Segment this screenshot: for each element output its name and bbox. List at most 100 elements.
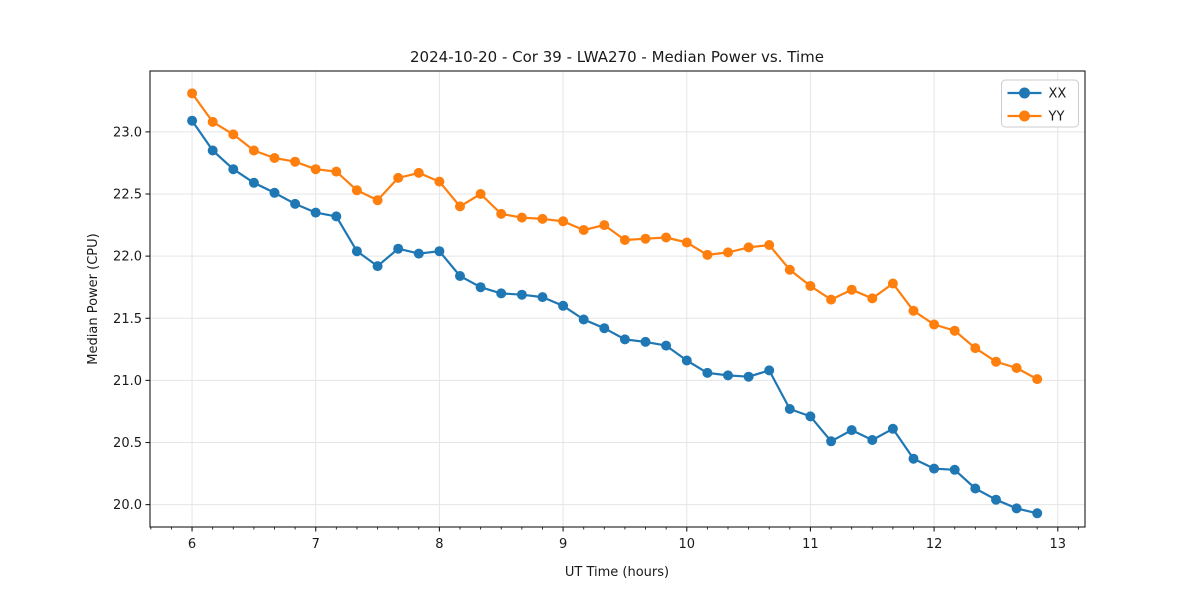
data-point-yy xyxy=(228,129,239,140)
gridlines xyxy=(150,71,1085,527)
data-point-xx xyxy=(537,292,548,303)
data-point-xx xyxy=(949,464,960,475)
data-point-xx xyxy=(887,423,898,434)
data-point-xx xyxy=(413,248,424,259)
data-point-xx xyxy=(228,164,239,175)
data-point-xx xyxy=(351,246,362,257)
x-tick-label: 10 xyxy=(678,537,695,552)
data-point-yy xyxy=(269,153,280,163)
y-tick-label: 22.5 xyxy=(113,188,142,203)
series-line-xx xyxy=(191,120,1038,515)
data-point-yy xyxy=(743,242,754,253)
data-point-yy xyxy=(784,264,795,275)
data-point-xx xyxy=(475,282,486,293)
data-point-yy xyxy=(475,189,486,199)
data-point-xx xyxy=(496,288,507,299)
x-tick-label: 8 xyxy=(435,537,443,552)
chart-title: 2024-10-20 - Cor 39 - LWA270 - Median Po… xyxy=(410,48,824,66)
data-point-yy xyxy=(558,216,569,227)
y-tick-label: 20.5 xyxy=(113,436,142,451)
data-series xyxy=(187,88,1043,519)
data-point-xx xyxy=(991,494,1001,505)
data-point-yy xyxy=(413,167,424,178)
data-point-yy xyxy=(599,220,610,231)
data-point-yy xyxy=(393,172,404,183)
data-point-yy xyxy=(310,164,321,175)
data-point-xx xyxy=(331,211,342,222)
legend-marker xyxy=(1019,110,1030,122)
data-point-yy xyxy=(949,325,960,336)
data-point-yy xyxy=(496,208,507,219)
y-tick-label: 21.0 xyxy=(113,374,142,389)
data-point-xx xyxy=(372,261,383,272)
data-point-xx xyxy=(455,271,465,281)
data-point-yy xyxy=(207,116,218,127)
data-point-xx xyxy=(805,411,816,422)
data-point-yy xyxy=(187,88,198,99)
data-point-xx xyxy=(867,435,878,445)
data-point-xx xyxy=(187,115,198,126)
data-point-yy xyxy=(723,247,733,258)
data-point-xx xyxy=(516,289,527,300)
data-point-yy xyxy=(640,233,651,244)
data-point-xx xyxy=(290,198,301,209)
data-point-xx xyxy=(248,177,259,188)
data-point-yy xyxy=(516,212,527,223)
data-point-yy xyxy=(290,156,301,167)
data-point-yy xyxy=(764,240,775,250)
plot-frame xyxy=(149,70,1086,528)
data-point-yy xyxy=(702,249,713,260)
data-point-xx xyxy=(619,334,630,345)
data-point-xx xyxy=(826,436,837,447)
x-tick-label: 9 xyxy=(559,537,567,552)
data-point-yy xyxy=(248,145,259,156)
data-point-xx xyxy=(764,365,775,376)
legend-label: XX xyxy=(1049,87,1067,102)
y-tick-label: 20.0 xyxy=(113,498,142,513)
data-point-yy xyxy=(681,237,692,248)
legend: XX YY xyxy=(1001,79,1079,128)
data-point-yy xyxy=(434,176,445,187)
data-point-yy xyxy=(537,213,548,224)
series-line-yy xyxy=(191,92,1038,381)
x-tick-label: 11 xyxy=(802,537,819,552)
y-axis-label: Median Power (CPU) xyxy=(86,233,101,364)
data-point-xx xyxy=(640,336,651,347)
data-point-xx xyxy=(846,425,857,436)
data-point-xx xyxy=(723,370,733,381)
data-point-yy xyxy=(970,343,981,354)
data-point-yy xyxy=(619,235,630,245)
data-point-xx xyxy=(681,355,692,366)
data-point-yy xyxy=(805,281,816,291)
data-point-yy xyxy=(991,356,1001,367)
data-point-xx xyxy=(310,207,321,218)
data-point-yy xyxy=(1032,374,1043,385)
legend-marker xyxy=(1019,87,1030,99)
data-point-yy xyxy=(846,284,857,295)
data-point-xx xyxy=(661,340,672,351)
data-point-yy xyxy=(908,305,919,316)
data-point-xx xyxy=(929,463,940,474)
data-point-yy xyxy=(1011,363,1022,373)
data-point-xx xyxy=(393,243,404,254)
data-point-xx xyxy=(970,483,981,494)
data-point-xx xyxy=(784,404,795,414)
y-tick-label: 21.5 xyxy=(113,312,142,327)
x-tick-label: 6 xyxy=(188,537,196,552)
x-tick-label: 13 xyxy=(1050,537,1067,552)
data-point-xx xyxy=(558,300,569,311)
y-tick-label: 23.0 xyxy=(113,125,142,140)
data-point-xx xyxy=(1011,503,1022,514)
x-tick-label: 12 xyxy=(926,537,943,552)
data-point-xx xyxy=(908,453,919,464)
data-point-xx xyxy=(1032,508,1043,519)
legend-label: YY xyxy=(1048,110,1065,125)
data-point-xx xyxy=(269,187,280,198)
y-tick-label: 22.0 xyxy=(113,250,142,265)
legend-box xyxy=(1001,79,1079,128)
data-point-xx xyxy=(599,323,610,334)
data-point-yy xyxy=(929,319,940,330)
data-point-yy xyxy=(372,195,383,206)
